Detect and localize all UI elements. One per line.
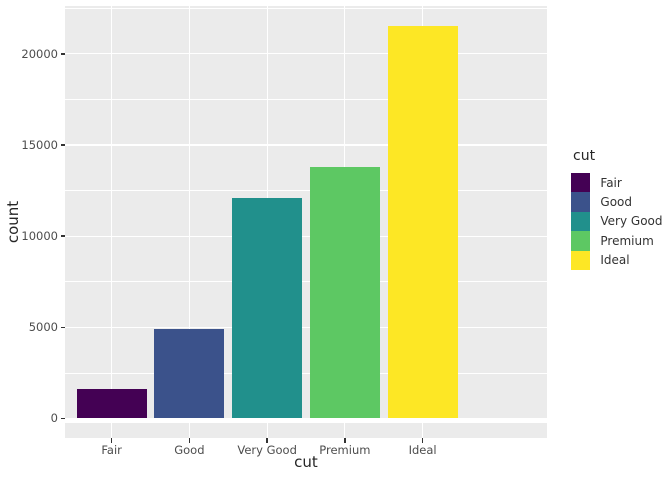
legend-item[interactable]: Ideal xyxy=(571,250,663,270)
legend-item-label: Good xyxy=(600,195,632,210)
legend-item[interactable]: Good xyxy=(571,192,663,212)
legend-item-label: Premium xyxy=(600,233,654,248)
bar-good[interactable] xyxy=(154,328,225,419)
x-tick-mark xyxy=(344,438,346,443)
y-tick-mark xyxy=(61,326,65,328)
minor-gridline xyxy=(65,190,547,191)
x-tick-mark xyxy=(421,438,424,443)
major-gridline xyxy=(65,144,547,146)
legend: cut Fair Good Very Good Premium Ideal xyxy=(571,148,663,270)
y-tick-label: 10000 xyxy=(21,229,58,244)
y-tick-label: 5000 xyxy=(28,320,58,335)
y-tick-label: 15000 xyxy=(21,138,58,153)
bar-very-good[interactable] xyxy=(232,198,303,419)
y-tick-mark xyxy=(61,235,65,237)
bar-fair[interactable] xyxy=(76,389,147,419)
y-tick-mark xyxy=(61,53,65,55)
major-gridline xyxy=(65,326,547,328)
x-tick-label: Premium xyxy=(319,443,371,457)
y-tick-label: 0 xyxy=(50,411,58,426)
category-gridline xyxy=(188,6,190,438)
legend-key-swatch[interactable] xyxy=(571,250,591,270)
category-gridline xyxy=(111,6,113,438)
x-tick-label: Ideal xyxy=(408,443,437,457)
x-tick-label: Fair xyxy=(101,443,122,457)
legend-item[interactable]: Very Good xyxy=(571,211,663,232)
x-tick-mark xyxy=(188,438,191,443)
minor-gridline xyxy=(65,8,547,9)
y-axis-title: count xyxy=(4,200,22,244)
major-gridline xyxy=(65,53,547,55)
x-tick-mark xyxy=(266,438,268,443)
bar-ideal[interactable] xyxy=(387,25,458,419)
major-gridline xyxy=(65,235,547,237)
legend-key-swatch[interactable] xyxy=(571,211,591,232)
y-tick-mark xyxy=(61,417,65,420)
x-axis-title: cut xyxy=(294,453,318,471)
legend-items: Fair Good Very Good Premium Ideal xyxy=(571,173,663,270)
bar-premium[interactable] xyxy=(309,167,380,419)
zero-baseline xyxy=(65,418,547,423)
minor-gridline xyxy=(65,372,547,374)
legend-item-label: Ideal xyxy=(600,253,630,268)
legend-key-swatch[interactable] xyxy=(571,231,591,251)
legend-item[interactable]: Premium xyxy=(571,231,663,251)
legend-item-label: Very Good xyxy=(600,214,663,229)
legend-item[interactable]: Fair xyxy=(571,173,663,193)
legend-key-swatch[interactable] xyxy=(571,173,591,193)
legend-item-label: Fair xyxy=(600,175,622,190)
x-tick-label: Very Good xyxy=(237,443,297,457)
y-tick-mark xyxy=(61,144,65,146)
y-tick-label: 20000 xyxy=(21,46,58,61)
x-tick-mark xyxy=(110,438,113,443)
minor-gridline xyxy=(65,281,547,282)
minor-gridline xyxy=(65,99,547,100)
legend-key-swatch[interactable] xyxy=(571,192,591,212)
plot-panel xyxy=(65,6,547,438)
x-tick-label: Good xyxy=(174,443,205,457)
legend-title: cut xyxy=(573,148,596,164)
